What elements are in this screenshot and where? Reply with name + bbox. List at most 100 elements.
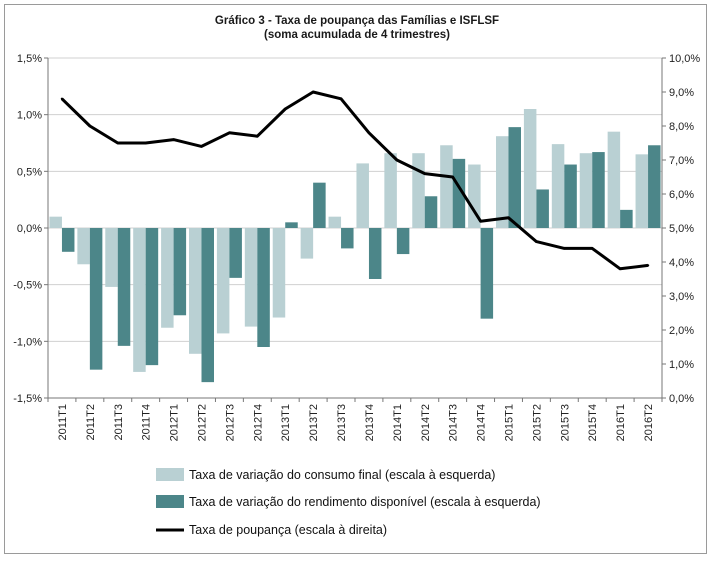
legend-label: Taxa de poupança (escala à direita) <box>189 523 387 537</box>
bar-consumo <box>300 228 314 259</box>
legend-label: Taxa de variação do rendimento disponíve… <box>189 495 541 509</box>
bar-rendimento <box>592 152 605 228</box>
bar-rendimento <box>396 228 410 255</box>
bar-consumo <box>412 153 425 228</box>
bar-consumo <box>328 216 342 228</box>
line-layer <box>60 90 650 271</box>
x-tick-label: 2016T1 <box>615 404 627 441</box>
bars-layer <box>49 109 661 383</box>
line-point <box>618 267 622 270</box>
right-tick-label: 7,0% <box>669 155 694 167</box>
bar-rendimento <box>536 189 549 228</box>
line-point <box>535 240 538 243</box>
x-tick-label: 2015T2 <box>531 404 543 441</box>
x-tick-label: 2013T1 <box>280 404 292 441</box>
x-tick-label: 2013T3 <box>336 404 348 441</box>
bar-consumo <box>496 136 509 228</box>
bar-consumo <box>384 153 397 228</box>
x-tick-label: 2016T2 <box>643 404 655 441</box>
left-tick-label: 0,5% <box>17 166 42 178</box>
bar-consumo <box>551 144 565 228</box>
bar-rendimento <box>229 228 242 278</box>
x-tick-label: 2011T1 <box>57 404 69 441</box>
right-tick-label: 4,0% <box>669 257 694 269</box>
bar-rendimento <box>61 228 75 252</box>
line-point <box>423 172 426 175</box>
chart-subtitle: (soma acumulada de 4 trimestres) <box>264 29 450 41</box>
x-tick-label: 2014T3 <box>448 404 460 441</box>
line-point <box>311 90 315 94</box>
line-point <box>200 145 203 148</box>
bar-rendimento <box>145 228 159 366</box>
bar-rendimento <box>173 228 187 316</box>
right-tick-label: 9,0% <box>669 87 694 99</box>
x-tick-label: 2012T3 <box>224 404 236 441</box>
right-tick-label: 5,0% <box>669 223 694 235</box>
legend-swatch-consumo <box>156 468 184 481</box>
line-point <box>228 131 231 134</box>
left-tick-label: 1,5% <box>17 53 42 65</box>
line-point <box>88 124 92 128</box>
line-point <box>646 264 650 267</box>
bar-consumo <box>635 154 649 228</box>
x-tick-label: 2014T2 <box>420 404 432 441</box>
bar-rendimento <box>368 228 382 279</box>
x-tick-label: 2015T1 <box>504 404 516 441</box>
legend-swatch-rendimento <box>156 495 184 508</box>
bar-consumo <box>161 228 174 328</box>
bar-rendimento <box>620 209 633 228</box>
right-tick-label: 2,0% <box>669 325 694 337</box>
x-tick-label: 2011T2 <box>85 404 97 441</box>
left-tick-label: -1,0% <box>13 336 42 348</box>
bar-rendimento <box>564 164 577 228</box>
line-point <box>395 158 399 162</box>
right-tick-label: 8,0% <box>669 121 694 133</box>
bar-rendimento <box>341 228 354 249</box>
x-tick-label: 2014T4 <box>476 404 488 441</box>
line-point <box>367 131 371 134</box>
x-tick-label: 2015T3 <box>559 404 571 441</box>
bar-consumo <box>105 228 118 287</box>
bar-rendimento <box>648 145 661 228</box>
bar-rendimento <box>480 228 494 319</box>
left-tick-label: 0,0% <box>17 223 42 235</box>
x-tick-label: 2013T2 <box>308 404 320 441</box>
bar-rendimento <box>508 127 521 228</box>
bar-consumo <box>133 228 146 372</box>
bar-consumo <box>272 228 286 318</box>
legend-label: Taxa de variação do consumo final (escal… <box>189 468 495 482</box>
right-tick-label: 6,0% <box>669 189 694 201</box>
bar-consumo <box>49 216 62 228</box>
line-point <box>479 220 482 223</box>
bar-consumo <box>216 228 230 334</box>
chart-title: Gráfico 3 - Taxa de poupança das Família… <box>215 15 499 27</box>
bar-rendimento <box>257 228 270 347</box>
bar-rendimento <box>89 228 103 370</box>
line-point <box>172 138 175 141</box>
bar-rendimento <box>424 196 438 228</box>
bar-consumo <box>189 228 202 354</box>
legend: Taxa de variação do consumo final (escal… <box>156 468 541 537</box>
x-tick-label: 2011T3 <box>113 404 125 441</box>
left-tick-label: 1,0% <box>17 110 42 122</box>
bar-consumo <box>607 131 621 228</box>
x-tick-label: 2013T4 <box>364 404 376 441</box>
x-tick-label: 2012T1 <box>169 404 181 441</box>
right-tick-label: 3,0% <box>669 291 694 303</box>
right-tick-label: 1,0% <box>669 359 694 371</box>
bar-consumo <box>356 163 369 228</box>
line-point <box>339 97 343 101</box>
bar-rendimento <box>452 158 466 228</box>
line-point <box>144 141 147 145</box>
bar-consumo <box>244 228 258 327</box>
right-tick-label: 10,0% <box>669 53 700 65</box>
line-point <box>507 216 510 219</box>
axes-layer: -1,5% -1,0% -0,5% 0,0% 0,5% 1,0% 1,5% 0,0% 1,0% 2… <box>13 53 700 441</box>
bar-rendimento <box>285 222 298 228</box>
bar-consumo <box>440 145 453 228</box>
bar-consumo <box>77 228 90 265</box>
x-tick-label: 2012T4 <box>252 404 264 441</box>
line-taxa-poupanca <box>60 90 649 271</box>
left-tick-label: -0,5% <box>13 280 42 292</box>
